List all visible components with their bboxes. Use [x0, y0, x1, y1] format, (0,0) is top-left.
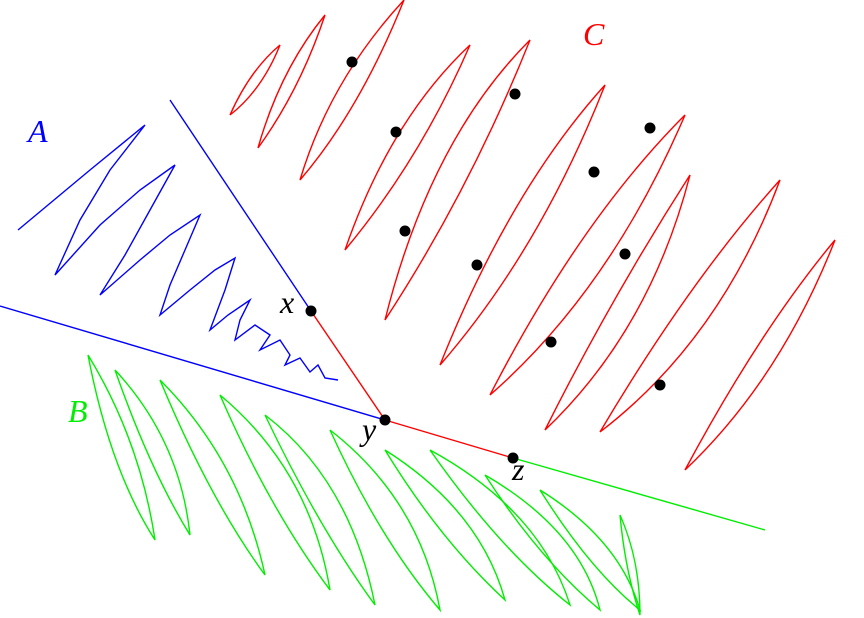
boundary-line — [0, 305, 386, 421]
point-label: z — [511, 451, 525, 487]
point-label: x — [279, 284, 294, 320]
region-label: A — [26, 113, 48, 149]
hatching-c — [229, 0, 836, 471]
sample-points — [305, 56, 666, 464]
region-label: C — [583, 16, 605, 52]
boundary-line — [169, 99, 312, 312]
point-label: y — [359, 411, 377, 447]
path-segment — [384, 419, 514, 459]
hatching-b — [87, 354, 642, 616]
region-label: B — [68, 393, 88, 429]
boundary-line — [512, 457, 766, 531]
hatching-a — [17, 124, 339, 381]
path-segment — [310, 310, 386, 421]
